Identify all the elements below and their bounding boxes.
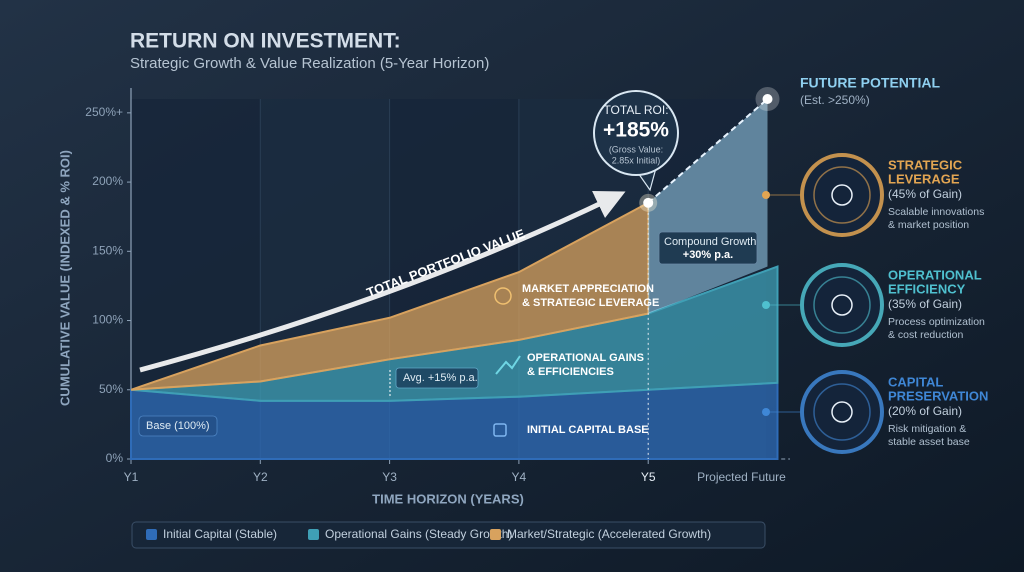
roi-value: +185% <box>603 119 669 142</box>
x-axis-title: TIME HORIZON (YEARS) <box>372 491 524 506</box>
x-tick-label: Projected Future <box>697 470 786 484</box>
initial-icon <box>493 423 507 437</box>
compound-box <box>658 231 758 265</box>
panel-connector-dot <box>762 191 770 199</box>
projection-title: FUTURE POTENTIAL <box>800 75 940 91</box>
y-tick-label: 100% <box>92 313 123 327</box>
legend-swatch <box>490 529 501 540</box>
projected-point <box>762 94 773 104</box>
projected-line <box>647 98 769 204</box>
operational-icon <box>495 355 521 375</box>
legend-label: Operational Gains (Steady Growth) <box>325 527 512 541</box>
panel-ring-inner <box>813 383 871 441</box>
panel-connector-dot <box>762 301 770 309</box>
legend-label: Initial Capital (Stable) <box>163 527 277 541</box>
panel-icon <box>831 401 853 423</box>
total-arrow <box>139 190 626 373</box>
panel-share: (45% of Gain) <box>888 187 962 201</box>
roi-note: 2.85x Initial) <box>612 155 661 165</box>
panel-title: EFFICIENCY <box>888 281 966 296</box>
legend-swatch <box>308 529 319 540</box>
projection-note: (Est. >250%) <box>800 93 870 107</box>
initial-label: INITIAL CAPITAL BASE <box>527 424 649 436</box>
panel-desc: & cost reduction <box>888 329 963 341</box>
x-tick-label: Y2 <box>253 470 268 484</box>
plot-area <box>127 87 790 464</box>
base-label: Base (100%) <box>146 420 210 432</box>
panel-desc: stable asset base <box>888 436 970 448</box>
panel-desc: & market position <box>888 219 969 231</box>
panel-title: PRESERVATION <box>888 388 988 403</box>
panel-icon <box>831 294 853 316</box>
panel-desc: Risk mitigation & <box>888 423 966 435</box>
x-tick-label: Y1 <box>124 470 139 484</box>
y-tick-label: 200% <box>92 174 123 188</box>
x-tick-label: Y4 <box>512 470 527 484</box>
compound-label: Compound Growth <box>664 236 756 248</box>
operational-label: OPERATIONAL GAINS <box>527 352 644 364</box>
chart-title: RETURN ON INVESTMENT: <box>130 30 401 53</box>
y-tick-label: 150% <box>92 243 123 257</box>
x-tick-label: Y5 <box>641 470 656 484</box>
panel-ring-inner <box>813 166 871 224</box>
panel-ring-inner <box>813 276 871 334</box>
legend-label: Market/Strategic (Accelerated Growth) <box>507 527 711 541</box>
market-label: & STRATEGIC LEVERAGE <box>522 297 659 309</box>
y-tick-label: 0% <box>106 451 124 465</box>
legend-swatch <box>146 529 157 540</box>
panel-desc: Scalable innovations <box>888 206 984 218</box>
y-axis-title: CUMULATIVE VALUE (INDEXED & % ROI) <box>57 150 72 406</box>
panel-title: LEVERAGE <box>888 171 960 186</box>
panel-icon <box>831 184 853 206</box>
market-label: MARKET APPRECIATION <box>522 283 654 295</box>
panel-title: OPERATIONAL <box>888 267 982 282</box>
y5-point <box>643 197 654 208</box>
operational-label: & EFFICIENCIES <box>527 366 614 378</box>
chart-subtitle: Strategic Growth & Value Realization (5-… <box>130 55 489 72</box>
legend-box <box>131 521 766 549</box>
roi-title: TOTAL ROI: <box>603 103 668 117</box>
y-tick-label: 50% <box>99 382 123 396</box>
y-tick-label: 250%+ <box>85 105 123 119</box>
base-box <box>138 415 218 437</box>
x-tick-label: Y3 <box>382 470 397 484</box>
panel-title: CAPITAL <box>888 374 943 389</box>
avg-box <box>395 367 479 389</box>
avg-label: Avg. +15% p.a. <box>403 372 478 384</box>
panel-share: (20% of Gain) <box>888 404 962 418</box>
market-icon <box>494 287 512 305</box>
panel-title: STRATEGIC <box>888 157 963 172</box>
roi-note: (Gross Value: <box>609 144 663 154</box>
panel-desc: Process optimization <box>888 316 985 328</box>
panel-share: (35% of Gain) <box>888 297 962 311</box>
roi-callout <box>593 90 679 176</box>
compound-label: +30% p.a. <box>683 249 733 261</box>
panel-connector-dot <box>762 408 770 416</box>
